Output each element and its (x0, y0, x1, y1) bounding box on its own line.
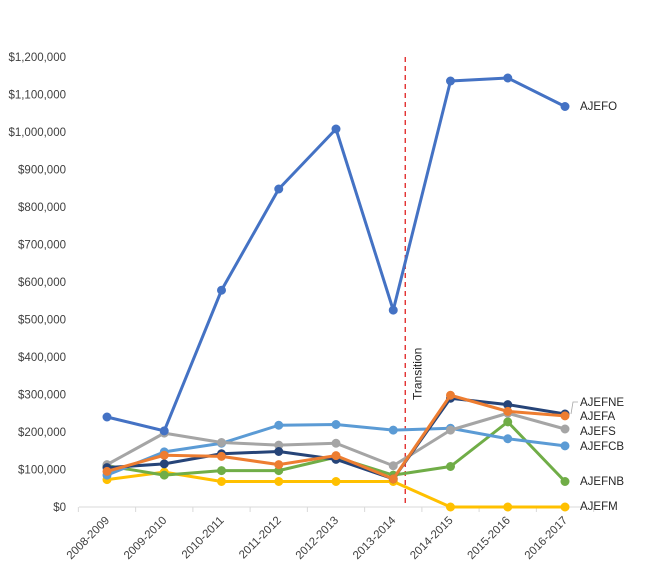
data-point-ajefnb (560, 477, 570, 486)
series-label-ajefne: AJEFNE (580, 397, 624, 409)
x-axis-tick-labels: 2008-2009 2009-2010 2010-2011 2011-2012 2012… (65, 514, 570, 562)
data-point-ajefnb (159, 470, 169, 480)
x-tick-label: 2011-2012 (237, 515, 284, 562)
data-point-ajefo (102, 412, 112, 422)
y-tick-label: $1,000,000 (8, 127, 66, 139)
data-point-ajefo (331, 124, 341, 134)
data-point-ajefnb (446, 462, 455, 471)
y-tick-label: $500,000 (18, 315, 66, 327)
data-point-ajefm (274, 477, 284, 486)
data-point-ajefcb (503, 434, 513, 444)
x-tick-label: 2015-2016 (465, 515, 512, 562)
y-tick-label: $400,000 (18, 352, 66, 364)
y-tick-label: $1,100,000 (8, 90, 66, 102)
x-tick-label: 2009-2010 (122, 515, 169, 562)
y-tick-label: $600,000 (18, 277, 66, 289)
data-point-ajefm (560, 502, 570, 512)
series-label-ajefo: AJEFO (580, 101, 617, 113)
data-point-ajefm (217, 477, 226, 486)
data-point-ajefo (503, 73, 513, 83)
data-point-ajefs (331, 438, 341, 448)
data-point-ajefs (388, 461, 398, 471)
data-point-ajefne (388, 474, 398, 484)
data-point-ajefs (217, 438, 226, 447)
data-point-ajefne (159, 450, 169, 460)
data-point-ajefne (274, 460, 284, 470)
data-point-ajefne (503, 406, 513, 416)
data-point-ajefo (560, 102, 570, 111)
series-label-ajefm: AJEFM (580, 501, 618, 513)
x-tick-label: 2016-2017 (523, 515, 570, 562)
y-tick-label: $300,000 (18, 390, 66, 402)
data-point-ajefm (446, 502, 455, 512)
series-label-ajefcb: AJEFCB (580, 441, 624, 453)
data-point-ajefne (102, 466, 112, 476)
y-tick-label: $700,000 (18, 240, 66, 252)
y-tick-label: $100,000 (18, 465, 66, 477)
y-tick-label: $1,200,000 (8, 52, 66, 64)
data-point-ajefa (159, 459, 169, 469)
y-axis-tick-labels: $0 $100,000 $200,000 $300,000 $400,000 $500,0… (8, 52, 66, 514)
y-tick-label: $200,000 (18, 427, 66, 439)
series-label-ajefnb: AJEFNB (580, 476, 624, 488)
data-point-ajefnb (503, 417, 513, 427)
x-axis-ticks (77, 507, 595, 512)
data-point-ajefm (503, 502, 513, 512)
data-point-ajefnb (217, 466, 226, 476)
data-point-ajefne (331, 451, 341, 461)
data-point-ajefs (560, 424, 570, 434)
transition-annotation: Transition (404, 57, 424, 507)
y-tick-label: $0 (53, 502, 66, 514)
data-point-ajefo (217, 285, 226, 295)
label-leader-line (570, 401, 578, 415)
data-point-ajefo (446, 76, 455, 86)
series-line-ajefa (105, 396, 567, 481)
data-point-ajefo (159, 426, 169, 436)
series-end-labels: AJEFO AJEFNE AJEFA AJEFS AJEFCB AJEFNB AJEFM (570, 101, 624, 513)
x-tick-label: 2010-2011 (180, 515, 227, 562)
data-point-ajefcb (388, 425, 398, 435)
data-point-ajefcb (560, 441, 570, 451)
series-label-ajefs: AJEFS (580, 426, 616, 438)
data-point-ajefm (331, 477, 341, 486)
data-point-ajefcb (331, 420, 341, 429)
data-point-ajefne (560, 411, 570, 421)
data-point-ajefs (446, 425, 455, 435)
data-point-ajefo (274, 184, 284, 194)
data-point-ajefo (388, 305, 398, 315)
y-tick-label: $900,000 (18, 165, 66, 177)
x-tick-label: 2013-2014 (351, 514, 399, 562)
data-point-ajefne (217, 451, 226, 461)
x-tick-label: 2014-2015 (408, 515, 455, 562)
series-label-ajefa: AJEFA (580, 411, 615, 423)
data-point-ajefcb (274, 420, 284, 430)
x-tick-label: 2012-2013 (294, 515, 341, 562)
x-tick-label: 2008-2009 (65, 515, 112, 562)
y-tick-label: $800,000 (18, 202, 66, 214)
series-lines (102, 73, 570, 512)
data-point-ajefne (446, 390, 455, 400)
transition-label: Transition (410, 348, 424, 400)
data-point-ajefa (274, 447, 284, 456)
